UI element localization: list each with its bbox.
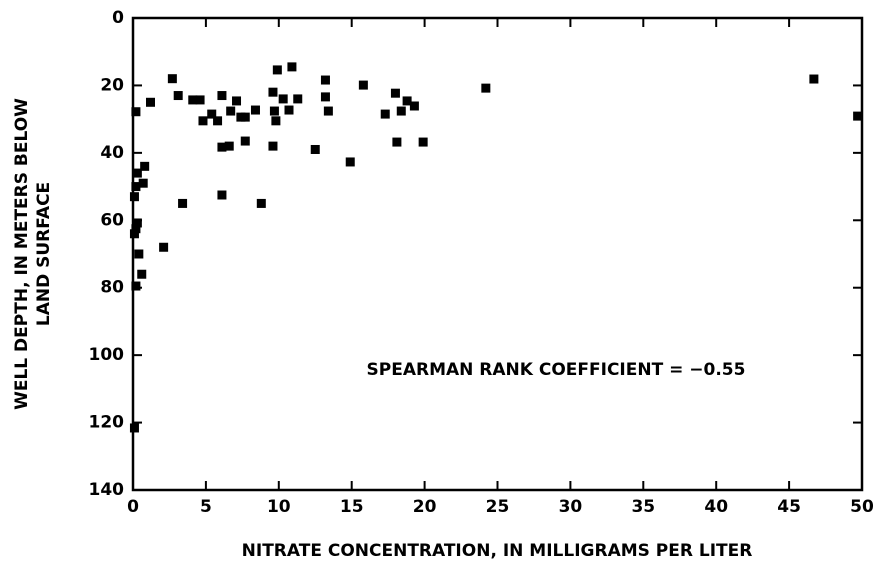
point (137, 269, 147, 279)
point (320, 92, 330, 102)
point (207, 109, 217, 119)
point (217, 142, 227, 152)
point (396, 106, 406, 116)
point (272, 65, 282, 75)
y-tick-label: 60 (100, 210, 124, 230)
point (250, 105, 260, 115)
point (129, 423, 139, 433)
point (418, 137, 428, 147)
point (268, 87, 278, 97)
point (145, 97, 155, 107)
point (240, 112, 250, 122)
y-tick-label: 140 (89, 480, 125, 500)
point (278, 94, 288, 104)
x-tick-label: 15 (340, 497, 364, 517)
point (213, 116, 223, 126)
point (178, 198, 188, 208)
point (217, 91, 227, 101)
point (173, 91, 183, 101)
point (226, 106, 236, 116)
point (131, 107, 141, 117)
point (409, 101, 419, 111)
x-tick-label: 45 (777, 497, 801, 517)
point (188, 95, 198, 105)
point (345, 157, 355, 167)
point (195, 95, 205, 105)
point (131, 224, 141, 234)
point (159, 242, 169, 252)
point (134, 249, 144, 259)
y-axis-label: LAND SURFACE (34, 182, 54, 326)
point (198, 116, 208, 126)
point (132, 218, 142, 228)
y-tick-label: 100 (89, 345, 125, 365)
point (140, 161, 150, 171)
x-tick-label: 35 (631, 497, 655, 517)
x-tick-label: 20 (413, 497, 437, 517)
point (809, 74, 819, 84)
point (131, 281, 141, 291)
point (268, 141, 278, 151)
x-tick-label: 0 (127, 497, 139, 517)
point (129, 192, 139, 202)
point (224, 141, 234, 151)
y-tick-label: 20 (100, 75, 124, 95)
x-tick-label: 5 (200, 497, 212, 517)
plot-frame (131, 16, 864, 492)
point (402, 96, 412, 106)
y-tick-label: 80 (100, 278, 124, 298)
x-tick-label: 25 (486, 497, 510, 517)
point (129, 229, 139, 239)
point (310, 144, 320, 154)
point (392, 137, 402, 147)
point (481, 83, 491, 93)
x-tick-label: 50 (850, 497, 874, 517)
y-axis-label: WELL DEPTH, IN METERS BELOW (12, 98, 32, 410)
point (131, 182, 141, 192)
x-tick-label: 40 (704, 497, 728, 517)
point (284, 105, 294, 115)
point (358, 80, 368, 90)
point (138, 178, 148, 188)
point (287, 62, 297, 72)
point (167, 74, 177, 84)
x-axis-label: NITRATE CONCENTRATION, IN MILLIGRAMS PER… (242, 541, 753, 561)
point (380, 109, 390, 119)
point (271, 116, 281, 126)
point (232, 96, 242, 106)
point (293, 94, 303, 104)
x-tick-label: 30 (559, 497, 583, 517)
y-tick-label: 120 (89, 413, 125, 433)
point (217, 190, 227, 200)
point (390, 88, 400, 98)
point (320, 75, 330, 85)
point (240, 136, 250, 146)
point (853, 111, 863, 121)
point (256, 198, 266, 208)
x-tick-label: 10 (267, 497, 291, 517)
point (269, 106, 279, 116)
y-tick-label: 40 (100, 143, 124, 163)
y-tick-label: 0 (112, 8, 124, 28)
point (323, 106, 333, 116)
point (132, 168, 142, 178)
annotation: SPEARMAN RANK COEFFICIENT = −0.55 (367, 360, 746, 380)
